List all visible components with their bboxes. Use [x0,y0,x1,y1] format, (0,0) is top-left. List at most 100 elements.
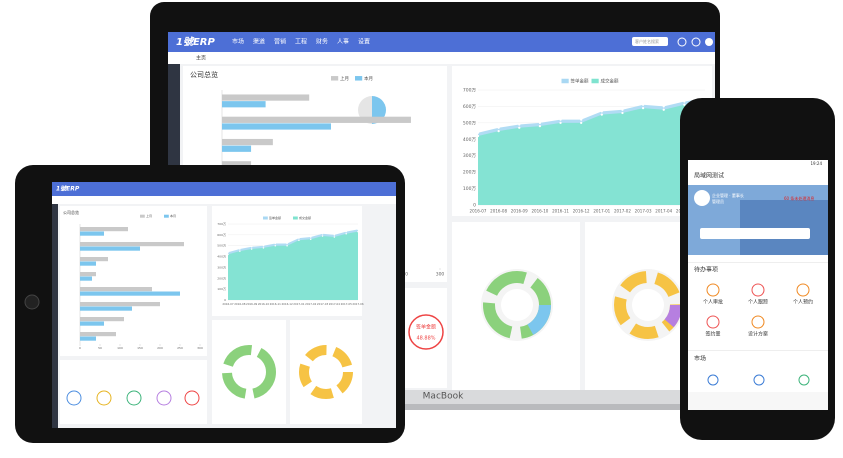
x-tick-label: 2016-10 [258,302,270,306]
y-tick-label: 100万 [217,287,226,291]
point [497,126,500,129]
y-tick-label: 700万 [217,222,226,226]
todo-icon[interactable] [751,283,765,297]
icon[interactable] [798,374,810,386]
legend-label: 签单金额 [269,215,281,220]
home-button[interactable] [24,294,40,310]
point [559,118,562,121]
badge-ring [408,314,444,350]
icon[interactable] [677,37,687,47]
donut-decor [222,345,276,399]
todo-label: 签约量 [705,331,720,338]
point [250,248,253,250]
x-tick-label: 200 [157,346,163,350]
bar [222,138,273,146]
point [538,121,542,124]
nav-item[interactable]: 市场 [232,38,244,46]
icon[interactable] [707,374,719,386]
bar [80,306,132,311]
bar [80,227,128,232]
point [227,253,229,256]
legend-swatch [591,78,599,84]
badge-value: 48.88% [416,336,435,342]
point [600,110,603,113]
donut-decor [501,289,533,321]
y-tick-label: 300万 [217,265,226,269]
x-tick-label: 2017-03 [317,302,329,306]
todo-icon[interactable] [706,283,720,297]
banner-decor [740,200,828,255]
bar [80,276,92,281]
point [333,236,336,238]
panel-title: 公司总览 [63,209,79,215]
x-tick-label: 100 [117,346,123,350]
x-tick-label: 2017-01 [593,208,610,213]
avatar[interactable] [705,38,713,46]
y-tick-label: 200万 [217,276,226,280]
x-tick-label: 2017-03 [635,208,652,213]
point [518,123,521,126]
legend-label: 上月 [146,213,152,218]
x-tick-label: 2017-04 [329,302,341,306]
bar [222,123,331,130]
divider [688,350,828,351]
search-box[interactable] [632,37,668,46]
avatar [694,190,710,206]
donut-decor [299,345,353,399]
area [478,101,705,205]
bar [80,336,96,341]
todo-icon[interactable] [796,283,810,297]
nav-item[interactable]: 设置 [358,38,370,46]
x-tick-label: 2017-05 [341,302,353,306]
icon[interactable] [691,37,701,47]
nav-item[interactable]: 工程 [295,38,307,46]
point [262,244,265,247]
point [286,242,288,245]
y-tick-label: 300万 [463,153,477,159]
point [357,228,359,231]
tablet-header [52,182,396,196]
point [476,131,480,134]
point [683,100,686,103]
legend-label: 上月 [340,75,349,82]
todo-icon[interactable] [706,315,720,329]
point [621,108,624,111]
x-tick-label: 2016-10 [531,208,548,213]
x-tick-label: 2017-02 [305,302,317,306]
y-tick-label: 600万 [463,104,477,110]
x-tick-label: 150 [137,346,143,350]
ring-decor [66,390,82,406]
nav-item[interactable]: 渠道 [253,38,265,46]
legend-label: 本月 [170,213,176,218]
point [580,121,583,124]
point [518,126,521,129]
icon[interactable] [753,374,765,386]
search-box[interactable] [700,228,810,239]
point [274,242,277,245]
x-tick-label: 2016-09 [511,208,528,213]
nav-item[interactable]: 人事 [337,38,349,46]
area [228,231,358,300]
todo-icon[interactable] [751,315,765,329]
tab-bar [168,52,715,64]
nav-item[interactable]: 营销 [274,38,286,46]
bar [80,332,116,337]
nav-item[interactable]: 财务 [316,38,328,46]
todo-label: 个人跟踪 [748,299,768,306]
point [345,230,347,233]
point [333,234,336,236]
ring-decor [156,390,172,406]
x-tick-label: 2016-07 [470,208,487,213]
bar [80,261,96,266]
tab[interactable]: 主页 [196,55,206,62]
y-tick-label: 400万 [217,255,226,259]
todo-label: 设计方案 [748,331,768,338]
bar [80,242,184,247]
x-tick-label: 2017-06 [352,302,364,306]
legend-swatch [355,76,363,81]
laptop-header [168,32,715,52]
bar [80,291,180,296]
legend-swatch [263,216,268,220]
point [683,103,686,106]
point [662,108,665,111]
